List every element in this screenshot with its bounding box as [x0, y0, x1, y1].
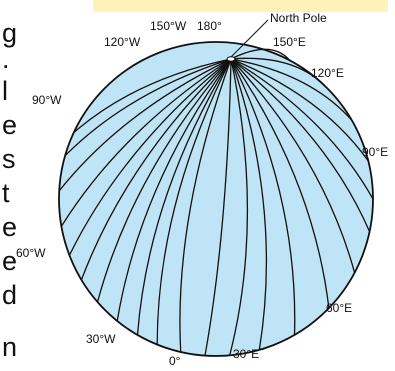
meridian-line	[58, 58, 232, 192]
meridian-line	[80, 58, 232, 281]
meridian-line	[96, 58, 232, 303]
label-120e: 120°E	[311, 66, 344, 80]
label-0: 0°	[169, 354, 181, 368]
side-letter-3: l	[2, 76, 8, 106]
meridian-line	[136, 58, 232, 336]
side-letter-7: e	[2, 212, 18, 242]
meridian-line	[156, 58, 232, 345]
meridian-line	[230, 57, 326, 87]
meridian-line	[230, 58, 369, 162]
label-150e: 150°E	[273, 35, 306, 49]
label-90w: 90°W	[32, 93, 62, 107]
highlight-banner	[93, 0, 388, 12]
meridian-line	[230, 48, 291, 61]
side-letter-4: e	[2, 110, 18, 140]
north-pole-label: North Pole	[270, 11, 327, 25]
meridian-line	[230, 58, 374, 200]
label-150w: 150°W	[150, 19, 187, 33]
side-letter-8: e	[2, 246, 18, 276]
north-pole-leader-line	[230, 19, 269, 58]
meridian-line	[179, 58, 232, 353]
label-120w: 120°W	[104, 35, 141, 49]
meridian-lines	[58, 48, 374, 356]
side-letter-5: s	[2, 144, 16, 174]
label-60e: 60°E	[326, 301, 352, 315]
label-30e: 30°E	[233, 347, 259, 361]
meridian-line	[230, 58, 371, 232]
meridian-line	[73, 58, 232, 134]
meridian-line	[230, 58, 268, 351]
meridian-line	[230, 58, 330, 309]
side-letter-10: n	[2, 332, 18, 362]
meridian-line	[204, 58, 232, 356]
meridian-line	[116, 58, 232, 322]
label-180: 180°	[197, 19, 222, 33]
side-letter-6: t	[2, 178, 10, 208]
meridian-line	[230, 58, 296, 336]
side-letter-9: d	[2, 280, 18, 310]
meridian-line	[229, 58, 249, 356]
label-30w: 30°W	[86, 332, 116, 346]
side-letter-1: g	[2, 18, 18, 48]
meridian-line	[60, 58, 232, 227]
meridian-line	[64, 58, 232, 157]
label-60w: 60°W	[16, 246, 46, 260]
label-90e: 90°E	[362, 145, 388, 159]
north-pole-marker	[226, 56, 236, 62]
meridian-line	[230, 58, 356, 273]
meridian-line	[68, 58, 232, 256]
side-letter-2: .	[2, 44, 10, 74]
meridian-line	[230, 58, 353, 121]
